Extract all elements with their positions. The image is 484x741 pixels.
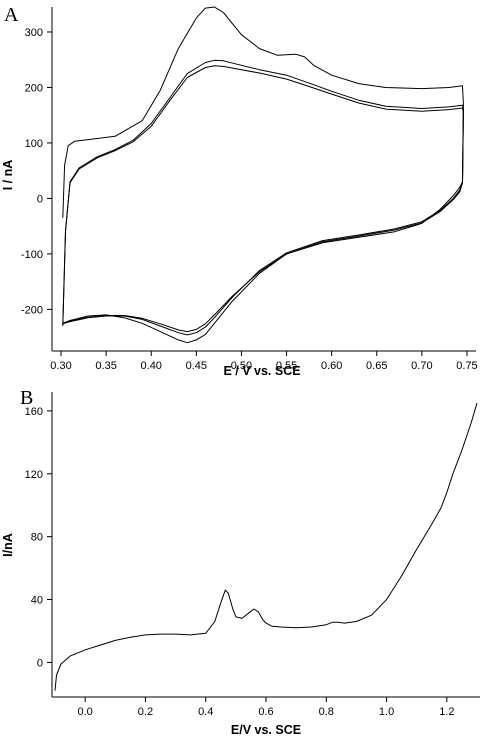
panel-a-x-tick-label: 0.60 xyxy=(321,360,342,372)
panel-a-x-tick-label: 0.30 xyxy=(50,360,71,372)
panel-b-y-tick-label: 80 xyxy=(31,532,43,544)
panel-b-x-tick-label: 0.6 xyxy=(258,706,273,718)
panel-a-y-tick-label: 0 xyxy=(37,193,43,205)
panel-a-series-line-2 xyxy=(62,59,464,336)
panel-b-label: B xyxy=(20,387,33,409)
panel-b-x-tick-label: 0.0 xyxy=(78,706,93,718)
panel-b-y-tick-label: 40 xyxy=(31,595,43,607)
panel-b-ticks: 0.0 0.2 0.4 0.6 0.8 1.0 1.2 0 40 80 120 160 xyxy=(25,406,455,718)
panel-a-x-tick-label: 0.50 xyxy=(231,360,252,372)
panel-b-x-tick-label: 0.2 xyxy=(138,706,153,718)
panel-a-y-tick-label: 300 xyxy=(25,27,43,39)
panel-b-y-tick-label: 120 xyxy=(25,469,43,481)
panel-a-x-tick-label: 0.45 xyxy=(186,360,207,372)
panel-b-x-tick-label: 1.2 xyxy=(439,706,454,718)
panel-a-x-tick-label: 0.65 xyxy=(366,360,387,372)
panel-a-y-tick-label: 200 xyxy=(25,82,43,94)
panel-a-x-tick-label: 0.55 xyxy=(276,360,297,372)
panel-b-x-tick-label: 1.0 xyxy=(379,706,394,718)
panel-b-x-tick-label: 0.4 xyxy=(198,706,213,718)
panel-a-series-line-3 xyxy=(62,65,464,333)
panel-b-y-tick-label: 160 xyxy=(25,406,43,418)
panel-a-ticks: 0.30 0.35 0.40 0.45 0.50 0.55 0.60 0.65 0.70 0.75… xyxy=(21,27,478,372)
panel-a-x-tick-label: 0.35 xyxy=(95,360,116,372)
panel-b-x-tick-label: 0.8 xyxy=(319,706,334,718)
panel-b-series-group xyxy=(54,402,478,691)
panel-b-series-line-1 xyxy=(54,402,478,691)
panel-a-chart: A 0.30 0.35 0.40 0.45 0.50 0.55 0.60 0.65 0.70 0.… xyxy=(1,4,478,378)
panel-a-x-tick-label: 0.40 xyxy=(141,360,162,372)
panel-b-y-tick-label: 0 xyxy=(37,657,43,669)
panel-a-label: A xyxy=(4,4,19,26)
panel-b-y-axis-title: I/nA xyxy=(1,533,15,557)
panel-a-x-tick-label: 0.70 xyxy=(411,360,432,372)
panel-a-series-group xyxy=(62,6,464,344)
panel-a-y-tick-label: 100 xyxy=(25,138,43,150)
panel-a-y-axis-title: I / nA xyxy=(1,160,15,191)
panel-a-y-tick-label: -200 xyxy=(21,304,43,316)
panel-b-x-axis-title: E/V vs. SCE xyxy=(231,723,301,737)
panel-a-x-axis-title: E / V vs. SCE xyxy=(223,364,300,378)
panel-b-chart: B 0.0 0.2 0.4 0.6 0.8 1.0 1.2 0 40 80 120 160 E/V v… xyxy=(1,387,480,737)
panel-a-x-tick-label: 0.75 xyxy=(456,360,477,372)
panel-a-series-line-1 xyxy=(62,6,464,344)
panel-a-y-tick-label: -100 xyxy=(21,249,43,261)
